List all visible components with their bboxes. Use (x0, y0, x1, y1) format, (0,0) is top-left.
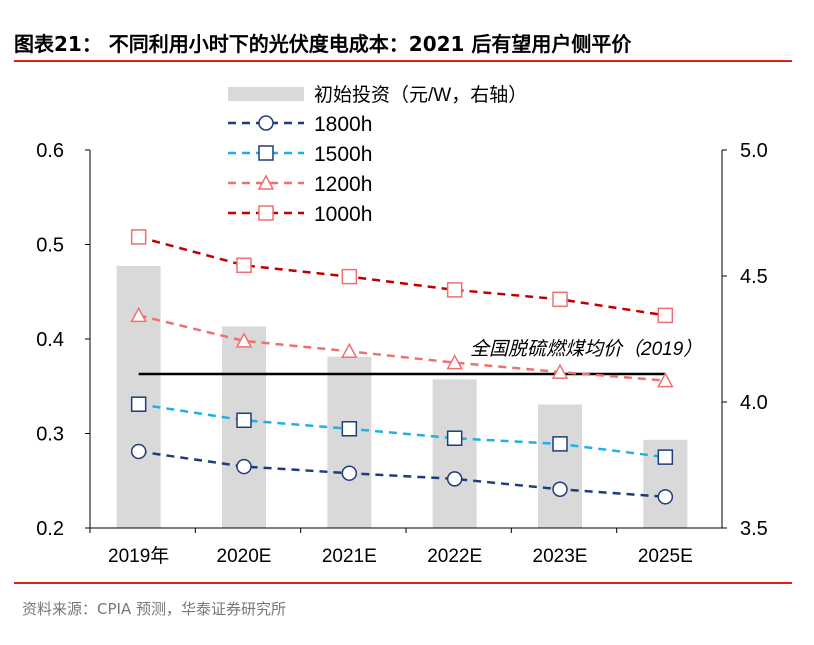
marker-1200h-2022E (446, 354, 463, 370)
line-1500h (138, 402, 666, 459)
marker-1200h-2025E (657, 371, 674, 388)
marker-1000h-2023E (552, 291, 568, 308)
marker-1800h-2019年 (130, 443, 147, 460)
legend-label-1200h: 1200h (314, 173, 372, 196)
line-1800h (138, 450, 666, 499)
marker-1800h-2021E (341, 465, 358, 481)
chart-title: 图表21： 不同利用小时下的光伏度电成本：2021 后有望用户侧平价 (14, 32, 632, 56)
footer-divider (14, 582, 792, 584)
legend-marker-1500h (258, 145, 274, 161)
reference-line-label: 全国脱硫燃煤均价（2019） (470, 338, 702, 360)
right-tick-label: 4.0 (740, 392, 768, 414)
left-tick-label: 0.2 (36, 518, 64, 540)
marker-1500h-2025E (657, 449, 674, 465)
marker-1200h-2023E (551, 363, 569, 379)
bar-2023E (538, 404, 582, 528)
left-tick-label: 0.4 (36, 329, 64, 351)
marker-1800h-2022E (446, 471, 463, 487)
legend-label-bars: 初始投资（元/W，右轴） (314, 84, 527, 106)
legend-label-1000h: 1000h (314, 203, 372, 226)
x-tick-label: 2021E (322, 546, 377, 567)
line-1000h (138, 235, 666, 317)
x-tick-label: 2020E (217, 546, 272, 567)
marker-1500h-2021E (341, 421, 358, 437)
source-note: 资料来源：CPIA 预测，华泰证券研究所 (22, 600, 286, 618)
x-tick-label: 2023E (533, 546, 588, 567)
bar-2022E (432, 379, 477, 528)
right-tick-label: 5.0 (740, 140, 768, 162)
marker-1500h-2019年 (130, 396, 147, 412)
legend-label-1800h: 1800h (314, 113, 372, 136)
legend-marker-1000h (258, 205, 274, 221)
right-tick-label: 4.5 (740, 266, 768, 288)
marker-1800h-2020E (236, 458, 252, 475)
title-divider (14, 60, 792, 62)
marker-1500h-2020E (236, 412, 252, 429)
marker-1800h-2023E (552, 481, 568, 498)
left-tick-label: 0.5 (36, 235, 64, 257)
marker-1000h-2019年 (130, 229, 147, 245)
marker-1000h-2020E (236, 257, 252, 274)
marker-1800h-2025E (657, 489, 674, 505)
marker-1500h-2023E (552, 436, 568, 452)
marker-1000h-2021E (341, 268, 358, 285)
left-tick-label: 0.3 (36, 424, 64, 446)
marker-1200h-2019年 (130, 306, 147, 323)
legend-marker-1200h (257, 174, 275, 190)
marker-1200h-2021E (341, 342, 358, 359)
marker-1500h-2022E (446, 430, 463, 446)
legend-marker-1800h (258, 115, 274, 131)
left-tick-label: 0.6 (36, 140, 64, 162)
x-tick-label: 2022E (427, 546, 482, 567)
line-1200h (138, 314, 666, 382)
bar-2021E (327, 356, 372, 528)
marker-1200h-2020E (235, 332, 253, 348)
x-tick-label: 2019年 (108, 545, 169, 567)
legend-label-1500h: 1500h (314, 143, 372, 166)
marker-1000h-2022E (446, 282, 463, 298)
marker-1000h-2025E (657, 307, 674, 324)
legend-swatch-bars (228, 87, 304, 101)
x-tick-label: 2025E (638, 546, 693, 567)
right-tick-label: 3.5 (740, 518, 768, 540)
